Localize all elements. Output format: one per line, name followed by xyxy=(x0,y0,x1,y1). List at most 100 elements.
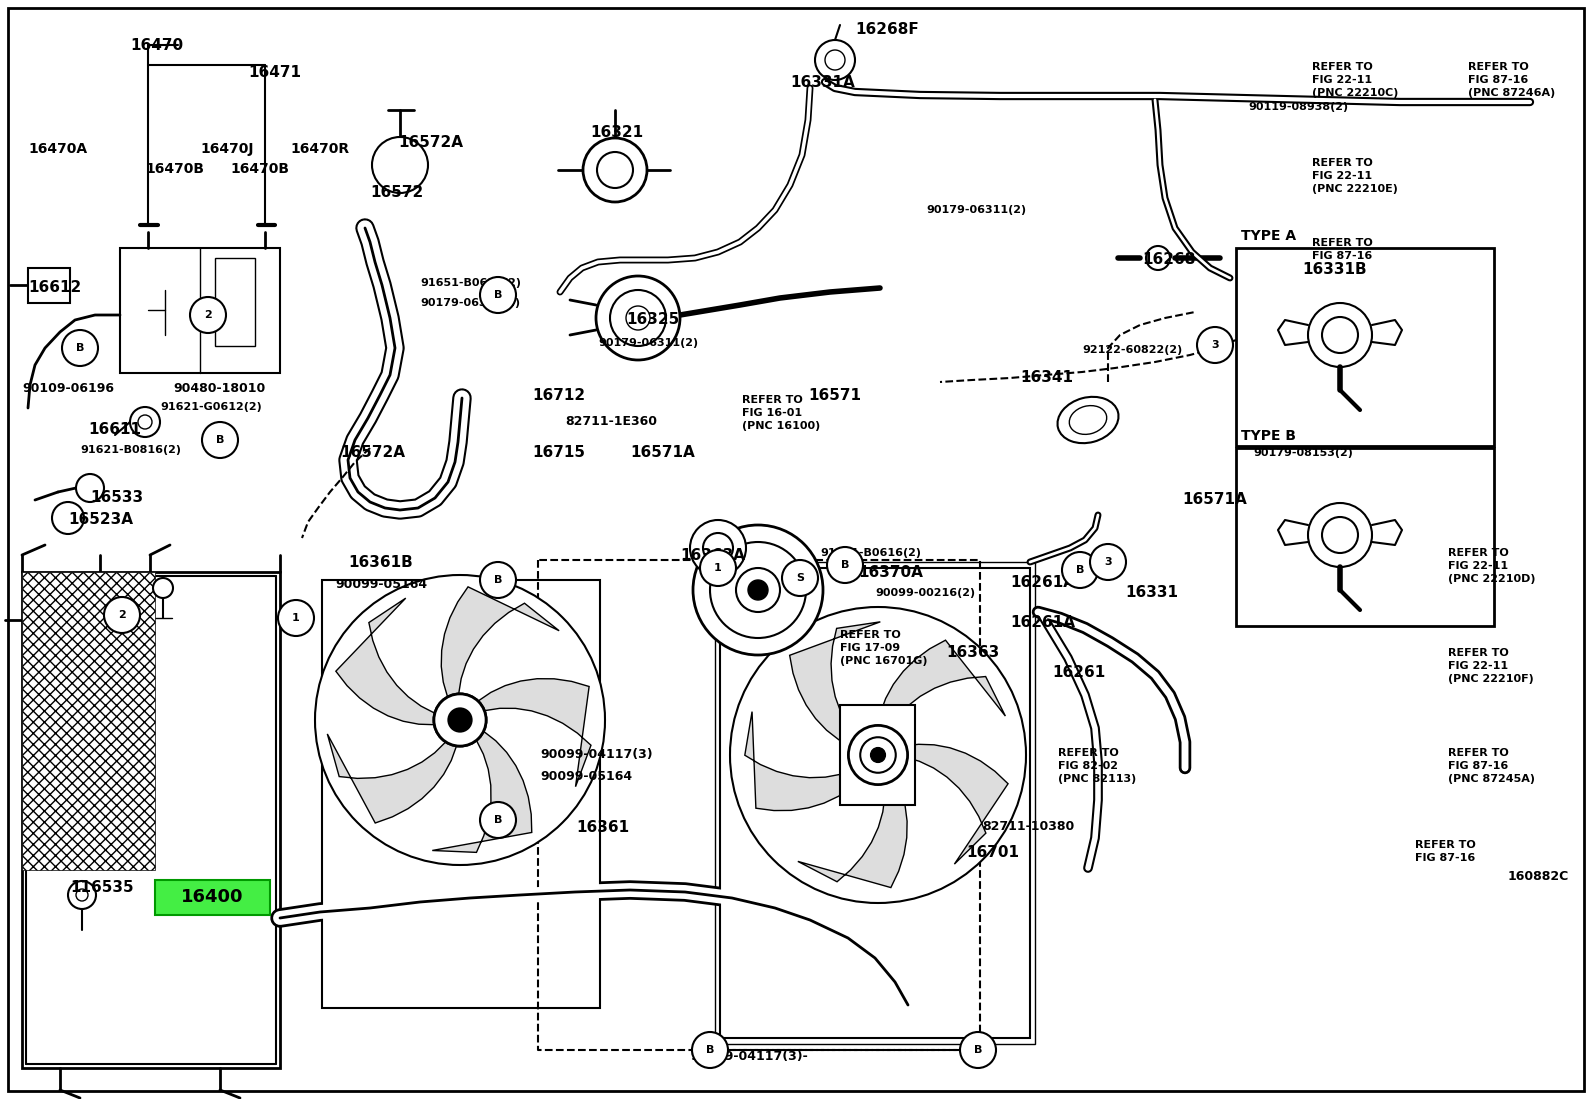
Circle shape xyxy=(53,502,84,534)
Circle shape xyxy=(825,49,845,70)
Polygon shape xyxy=(798,776,907,888)
Polygon shape xyxy=(22,571,154,870)
Text: TYPE B: TYPE B xyxy=(1242,429,1296,443)
Text: 16261A: 16261A xyxy=(1009,575,1075,590)
Bar xyxy=(322,580,600,1008)
Text: 16370A: 16370A xyxy=(858,565,923,580)
Circle shape xyxy=(315,575,605,865)
Text: 82711-10380: 82711-10380 xyxy=(982,820,1075,833)
Polygon shape xyxy=(336,598,435,724)
Text: 16470R: 16470R xyxy=(290,142,349,156)
Text: 1: 1 xyxy=(715,563,721,573)
Circle shape xyxy=(731,607,1025,903)
Text: 16331A: 16331A xyxy=(790,75,855,90)
Polygon shape xyxy=(877,641,1006,731)
Text: 16572: 16572 xyxy=(369,185,423,200)
Text: REFER TO
FIG 16-01
(PNC 16100): REFER TO FIG 16-01 (PNC 16100) xyxy=(742,395,820,432)
Text: REFER TO
FIG 22-11
(PNC 22210C): REFER TO FIG 22-11 (PNC 22210C) xyxy=(1312,62,1398,99)
Text: 16261: 16261 xyxy=(1052,665,1105,680)
Circle shape xyxy=(139,415,151,429)
Ellipse shape xyxy=(1070,406,1106,434)
Circle shape xyxy=(373,137,428,193)
Circle shape xyxy=(871,747,885,763)
Circle shape xyxy=(597,152,634,188)
Text: 16268F: 16268F xyxy=(855,22,919,37)
Bar xyxy=(154,880,271,915)
Ellipse shape xyxy=(1057,397,1119,443)
Polygon shape xyxy=(433,731,532,853)
Text: B: B xyxy=(494,575,501,585)
Circle shape xyxy=(62,330,99,366)
Text: 91621-B0816(2): 91621-B0816(2) xyxy=(80,445,181,455)
Polygon shape xyxy=(441,587,559,697)
Polygon shape xyxy=(478,679,591,787)
Text: 16470: 16470 xyxy=(131,38,183,53)
Text: S: S xyxy=(796,573,804,582)
Circle shape xyxy=(435,693,486,746)
Text: 16361B: 16361B xyxy=(349,555,412,570)
Text: 16470A: 16470A xyxy=(29,142,88,156)
Text: REFER TO
FIG 22-11
(PNC 22210F): REFER TO FIG 22-11 (PNC 22210F) xyxy=(1449,648,1533,685)
Circle shape xyxy=(704,533,732,563)
Circle shape xyxy=(710,542,806,639)
Circle shape xyxy=(860,737,896,773)
Text: 90179-08153(2): 90179-08153(2) xyxy=(1253,448,1353,458)
Text: 16571A: 16571A xyxy=(1181,492,1247,507)
Circle shape xyxy=(1062,552,1098,588)
Bar xyxy=(841,704,915,804)
Bar xyxy=(119,248,280,373)
Circle shape xyxy=(960,1032,997,1068)
Bar xyxy=(720,568,1030,1037)
Text: 16470J: 16470J xyxy=(201,142,253,156)
Text: 16571A: 16571A xyxy=(630,445,694,460)
Circle shape xyxy=(1146,246,1170,270)
Circle shape xyxy=(481,277,516,313)
Text: 16533: 16533 xyxy=(91,490,143,506)
Polygon shape xyxy=(328,734,457,823)
Text: 90119-08938(2): 90119-08938(2) xyxy=(1248,102,1348,112)
Text: 90179-06311(2): 90179-06311(2) xyxy=(927,206,1027,215)
Text: REFER TO
FIG 17-09
(PNC 16701G): REFER TO FIG 17-09 (PNC 16701G) xyxy=(841,630,928,666)
Circle shape xyxy=(449,709,471,732)
Circle shape xyxy=(826,547,863,582)
Text: 90179-06311(2): 90179-06311(2) xyxy=(599,338,699,348)
Circle shape xyxy=(583,138,646,202)
Polygon shape xyxy=(22,571,280,1068)
Text: 92122-60822(2): 92122-60822(2) xyxy=(1083,345,1183,355)
Circle shape xyxy=(700,550,736,586)
Text: REFER TO
FIG 22-11
(PNC 22210D): REFER TO FIG 22-11 (PNC 22210D) xyxy=(1449,548,1536,585)
Circle shape xyxy=(68,881,96,909)
Circle shape xyxy=(815,40,855,80)
Circle shape xyxy=(76,474,103,502)
Text: 16331B: 16331B xyxy=(1302,262,1366,277)
Bar xyxy=(29,268,70,303)
Text: B: B xyxy=(705,1045,715,1055)
Circle shape xyxy=(689,520,747,576)
Text: 91651-B0616(2): 91651-B0616(2) xyxy=(420,278,521,288)
Text: B: B xyxy=(494,290,501,300)
Text: 1: 1 xyxy=(291,613,299,623)
Text: 16268: 16268 xyxy=(1141,252,1196,267)
Text: B: B xyxy=(494,815,501,825)
Text: B: B xyxy=(76,343,84,353)
Text: 16523A: 16523A xyxy=(68,512,134,528)
Text: B: B xyxy=(974,1045,982,1055)
Text: REFER TO
FIG 87-16: REFER TO FIG 87-16 xyxy=(1312,238,1372,262)
Circle shape xyxy=(481,562,516,598)
Circle shape xyxy=(153,578,174,598)
Text: 16572A: 16572A xyxy=(398,135,463,149)
Text: 16571: 16571 xyxy=(809,388,861,403)
Circle shape xyxy=(1197,328,1232,363)
Bar xyxy=(715,562,1035,1044)
Text: 90099-05164: 90099-05164 xyxy=(334,578,427,591)
Circle shape xyxy=(595,276,680,360)
Circle shape xyxy=(435,693,486,746)
Text: REFER TO
FIG 22-11
(PNC 22210E): REFER TO FIG 22-11 (PNC 22210E) xyxy=(1312,158,1398,195)
Text: 16331: 16331 xyxy=(1126,585,1178,600)
Text: 90099-04117(3)-: 90099-04117(3)- xyxy=(689,1050,807,1063)
Circle shape xyxy=(189,297,226,333)
Text: 16611: 16611 xyxy=(88,422,142,437)
Text: 116535: 116535 xyxy=(70,880,134,895)
Text: 91651-B0616(2): 91651-B0616(2) xyxy=(820,548,922,558)
Text: 160882C: 160882C xyxy=(1508,870,1570,882)
